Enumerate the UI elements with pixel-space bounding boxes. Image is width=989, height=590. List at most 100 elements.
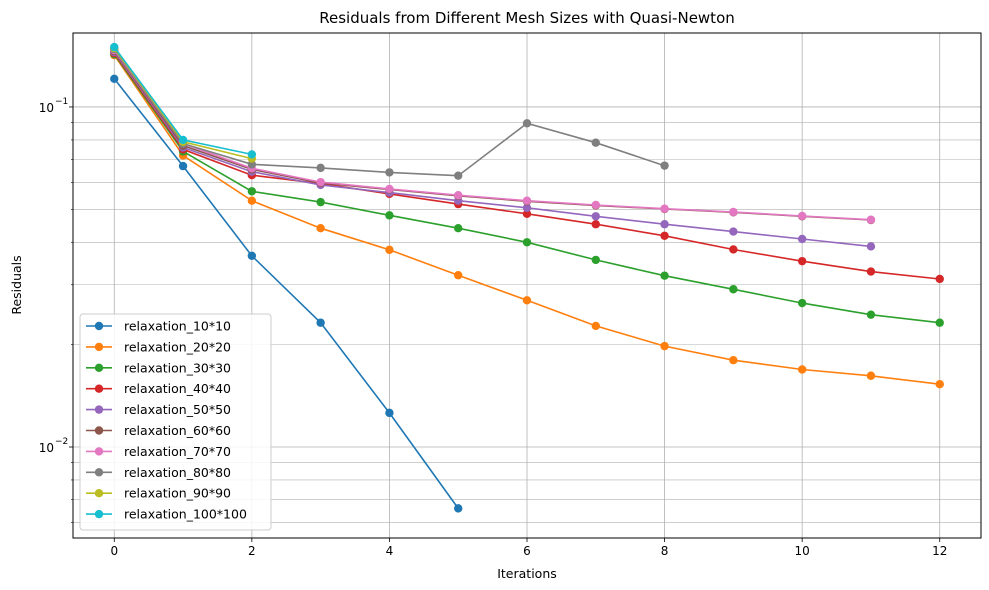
- data-point: [591, 255, 600, 265]
- y-tick-label: 10: [39, 441, 54, 455]
- data-point: [178, 135, 188, 145]
- data-point: [866, 310, 876, 319]
- data-point: [522, 209, 532, 219]
- data-point: [866, 242, 876, 251]
- legend-swatch-marker: [94, 405, 104, 414]
- data-point: [729, 207, 738, 217]
- legend-entry: relaxation_100*100: [124, 507, 247, 522]
- series-relaxation_70*70: [110, 45, 876, 224]
- x-axis-label: Iterations: [497, 566, 557, 581]
- data-point: [660, 204, 669, 213]
- legend-entry: relaxation_70*70: [124, 444, 231, 459]
- data-point: [247, 187, 257, 196]
- x-tick-label: 12: [932, 544, 947, 558]
- data-point: [454, 171, 463, 180]
- data-point: [797, 298, 807, 308]
- data-point: [385, 408, 394, 418]
- data-point: [660, 271, 669, 280]
- data-point: [522, 203, 532, 213]
- legend-swatch-marker: [94, 489, 104, 498]
- series-relaxation_10*10: [110, 74, 463, 513]
- data-point: [591, 321, 600, 331]
- data-point: [316, 163, 325, 173]
- data-point: [660, 220, 669, 229]
- legend-entry: relaxation_20*20: [124, 339, 231, 354]
- data-point: [110, 74, 119, 84]
- legend-swatch-marker: [94, 342, 104, 352]
- legend-entry: relaxation_80*80: [124, 465, 231, 480]
- data-point: [247, 196, 257, 205]
- x-tick-label: 2: [248, 544, 256, 558]
- data-point: [316, 177, 325, 187]
- x-tick-label: 8: [661, 544, 669, 558]
- legend-entry: relaxation_90*90: [124, 486, 231, 501]
- legend: relaxation_10*10 relaxation_20*20 relaxati…: [79, 313, 272, 531]
- data-point: [247, 160, 257, 169]
- data-point: [316, 318, 325, 327]
- data-point: [454, 271, 463, 280]
- data-point: [591, 220, 600, 229]
- x-tick-label: 4: [386, 544, 394, 558]
- series-line: [113, 51, 871, 248]
- legend-swatch-marker: [94, 384, 104, 393]
- series-relaxation_80*80: [110, 44, 669, 180]
- data-point: [729, 227, 738, 236]
- series-layer: [110, 42, 944, 513]
- data-point: [178, 161, 188, 171]
- series-relaxation_30*30: [110, 49, 944, 327]
- y-tick-exponent: −1: [55, 97, 68, 107]
- legend-swatch-marker: [94, 509, 104, 519]
- data-point: [522, 296, 532, 305]
- data-point: [866, 267, 876, 276]
- data-point: [797, 234, 807, 244]
- data-point: [591, 212, 600, 221]
- series-relaxation_100*100: [110, 42, 257, 159]
- legend-box: [79, 313, 272, 531]
- series-relaxation_90*90: [110, 43, 257, 163]
- data-point: [385, 245, 394, 255]
- legend-swatch-marker: [94, 447, 104, 456]
- data-point: [866, 371, 876, 380]
- data-point: [316, 197, 325, 207]
- legend-swatch-marker: [94, 426, 104, 435]
- data-point: [729, 245, 738, 254]
- series-relaxation_20*20: [110, 50, 944, 389]
- data-point: [729, 355, 738, 365]
- data-point: [522, 119, 532, 128]
- data-point: [522, 196, 532, 205]
- legend-swatch-marker: [94, 363, 104, 372]
- data-point: [385, 168, 394, 177]
- legend-swatch-marker: [94, 321, 104, 331]
- data-point: [454, 223, 463, 233]
- data-point: [866, 215, 876, 224]
- data-point: [660, 341, 669, 351]
- series-line: [113, 50, 871, 221]
- x-tick-label: 0: [110, 544, 118, 558]
- data-point: [935, 379, 944, 389]
- data-point: [247, 251, 257, 260]
- y-axis-label: Residuals: [9, 255, 24, 314]
- data-point: [660, 231, 669, 240]
- data-point: [110, 42, 119, 52]
- data-point: [522, 238, 532, 247]
- data-point: [660, 161, 669, 170]
- legend-swatch-marker: [94, 468, 104, 477]
- data-point: [797, 256, 807, 266]
- data-point: [591, 138, 600, 147]
- data-point: [454, 191, 463, 200]
- data-point: [797, 365, 807, 374]
- x-tick-label: 10: [795, 544, 810, 558]
- data-point: [385, 184, 394, 194]
- y-tick-label: 10: [39, 101, 54, 115]
- data-point: [935, 318, 944, 327]
- data-point: [385, 211, 394, 220]
- chart-title: Residuals from Different Mesh Sizes with…: [319, 9, 735, 27]
- legend-entry: relaxation_60*60: [124, 423, 231, 438]
- legend-entry: relaxation_10*10: [124, 319, 231, 334]
- data-point: [454, 504, 463, 513]
- legend-entry: relaxation_40*40: [124, 381, 231, 396]
- y-tick-exponent: −2: [55, 437, 68, 447]
- series-line: [113, 78, 459, 509]
